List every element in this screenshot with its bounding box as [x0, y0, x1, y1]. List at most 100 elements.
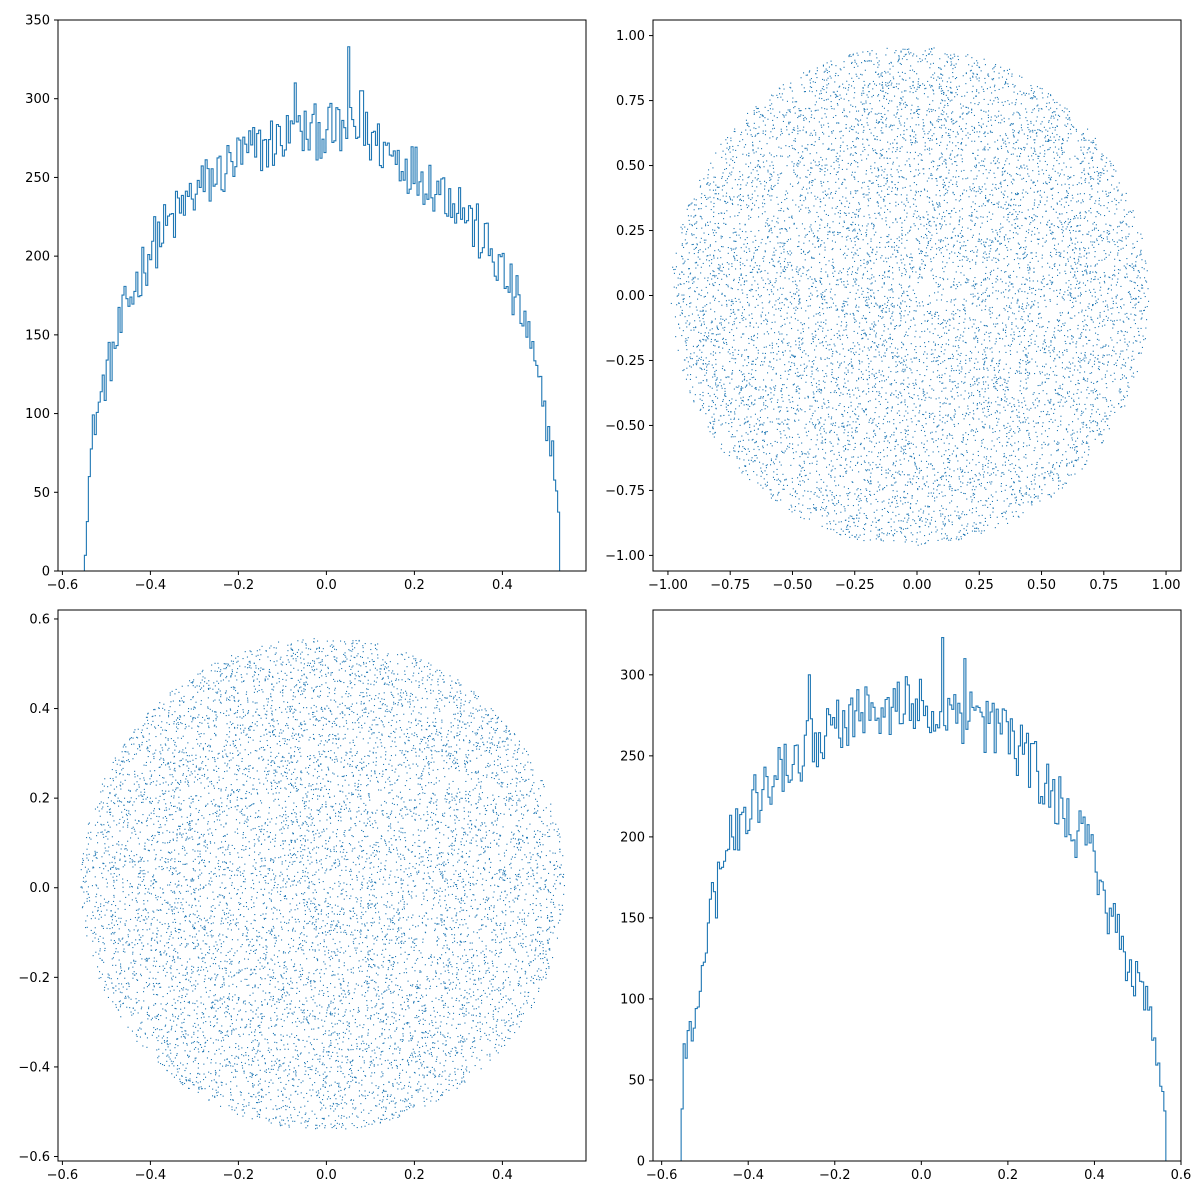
scatter-point: [845, 127, 847, 129]
scatter-point: [853, 317, 855, 319]
scatter-point: [1077, 158, 1079, 160]
y-tick-label: 50: [33, 486, 50, 501]
scatter-point: [702, 338, 704, 340]
scatter-point: [801, 204, 803, 206]
scatter-point: [996, 363, 998, 365]
scatter-point: [1050, 340, 1052, 342]
scatter-point: [809, 463, 811, 465]
scatter-point: [852, 230, 854, 232]
scatter-point: [831, 249, 833, 251]
scatter-point: [1113, 350, 1115, 352]
scatter-point: [882, 198, 884, 200]
scatter-point: [808, 269, 810, 271]
scatter-point: [789, 322, 791, 324]
scatter-point: [764, 483, 766, 485]
scatter-point: [1005, 335, 1007, 337]
scatter-point: [679, 273, 681, 275]
scatter-point: [1096, 422, 1098, 424]
scatter-point: [801, 158, 803, 160]
scatter-point: [851, 125, 853, 127]
scatter-point: [905, 331, 907, 333]
scatter-point: [831, 207, 833, 209]
scatter-point: [967, 532, 969, 534]
scatter-point: [750, 230, 752, 232]
scatter-point: [830, 328, 832, 330]
scatter-point: [784, 350, 786, 352]
scatter-point: [798, 245, 800, 247]
scatter-point: [705, 286, 707, 288]
scatter-point: [976, 210, 978, 212]
scatter-point: [1123, 395, 1125, 397]
scatter-point: [769, 360, 771, 362]
scatter-point: [788, 122, 790, 124]
scatter-point: [803, 363, 805, 365]
scatter-point: [1011, 445, 1013, 447]
scatter-point: [1011, 511, 1013, 513]
scatter-point: [1067, 123, 1069, 125]
scatter-point: [824, 226, 826, 228]
scatter-point: [874, 517, 876, 519]
scatter-point: [905, 430, 907, 432]
scatter-point: [879, 459, 881, 461]
scatter-point: [840, 504, 842, 506]
scatter-point: [880, 155, 882, 157]
scatter-point: [913, 136, 915, 138]
scatter-point: [876, 57, 878, 59]
scatter-point: [1070, 133, 1072, 135]
scatter-point: [906, 419, 908, 421]
scatter-point: [844, 316, 846, 318]
scatter-point: [1072, 374, 1074, 376]
scatter-point: [1003, 500, 1005, 502]
scatter-point: [744, 359, 746, 361]
scatter-point: [814, 427, 816, 429]
scatter-point: [714, 431, 716, 433]
scatter-point: [727, 247, 729, 249]
scatter-point: [877, 66, 879, 68]
scatter-point: [1063, 299, 1065, 301]
scatter-point: [1053, 142, 1055, 144]
scatter-point: [837, 337, 839, 339]
scatter-point: [977, 450, 979, 452]
scatter-point: [1030, 252, 1032, 254]
scatter-point: [1056, 160, 1058, 162]
scatter-point: [1097, 317, 1099, 319]
scatter-point: [1036, 365, 1038, 367]
scatter-point: [1043, 116, 1045, 118]
scatter-point: [880, 185, 882, 187]
scatter-point: [778, 297, 780, 299]
scatter-point: [1085, 329, 1087, 331]
scatter-point: [955, 271, 957, 273]
scatter-point: [955, 369, 957, 371]
scatter-point: [1024, 167, 1026, 169]
scatter-point: [1024, 291, 1026, 293]
scatter-point: [825, 91, 827, 93]
scatter-point: [863, 92, 865, 94]
scatter-point: [787, 344, 789, 346]
scatter-point: [705, 363, 707, 365]
scatter-point: [954, 96, 956, 98]
scatter-point: [682, 370, 684, 372]
scatter-point: [1083, 325, 1085, 327]
scatter-point: [727, 137, 729, 139]
scatter-point: [1117, 190, 1119, 192]
scatter-point: [731, 422, 733, 424]
scatter-point: [885, 469, 887, 471]
scatter-point: [906, 366, 908, 368]
scatter-point: [1014, 372, 1016, 374]
scatter-point: [793, 458, 795, 460]
scatter-point: [946, 437, 948, 439]
scatter-point: [984, 504, 986, 506]
scatter-point: [838, 330, 840, 332]
scatter-point: [858, 494, 860, 496]
scatter-point: [867, 278, 869, 280]
scatter-point: [1023, 133, 1025, 135]
scatter-point: [886, 348, 888, 350]
scatter-point: [1052, 349, 1054, 351]
scatter-point: [776, 428, 778, 430]
scatter-point: [942, 434, 944, 436]
scatter-point: [835, 513, 837, 515]
scatter-point: [936, 299, 938, 301]
scatter-point: [832, 116, 834, 118]
scatter-point: [910, 358, 912, 360]
scatter-point: [784, 271, 786, 273]
